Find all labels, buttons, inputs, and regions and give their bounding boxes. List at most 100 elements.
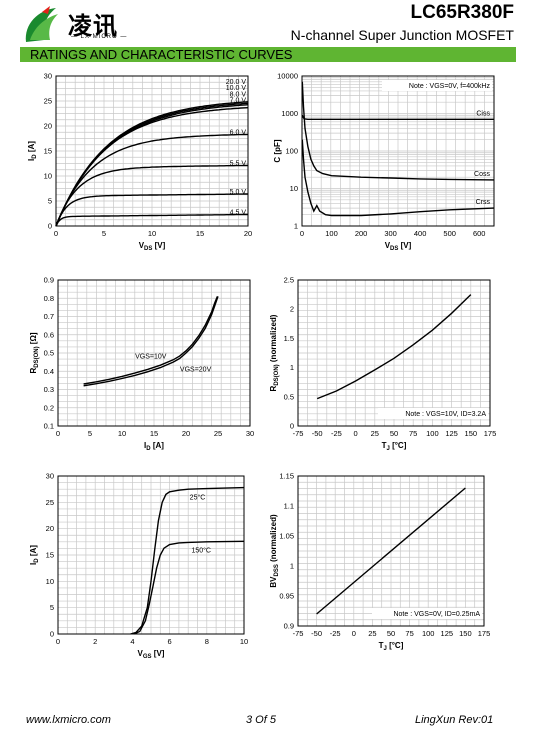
y-tick-label: 2 xyxy=(290,305,294,314)
series-line xyxy=(301,139,495,217)
x-tick-label: 125 xyxy=(441,629,454,638)
x-axis-label: VDS [V] xyxy=(139,241,166,252)
logo-subtext: — LX MICRO — xyxy=(71,34,128,40)
series-label: 6.0 V xyxy=(230,129,247,136)
x-tick-label: 50 xyxy=(387,629,395,638)
lx-logo-icon xyxy=(25,6,58,42)
plot-frame xyxy=(297,279,491,427)
series-line xyxy=(130,486,245,635)
y-tick-label: 20 xyxy=(46,524,54,533)
series-line xyxy=(83,296,219,385)
y-tick-label: 0.4 xyxy=(44,367,54,376)
x-tick-label: 15 xyxy=(196,229,204,238)
x-tick-label: 0 xyxy=(56,429,60,438)
x-tick-label: 175 xyxy=(478,629,491,638)
plot-grid xyxy=(58,280,250,426)
series-line xyxy=(134,540,245,635)
chart-note: Note : VGS=0V, ID=0.25mA xyxy=(393,611,480,618)
plot-grid xyxy=(58,476,244,634)
x-tick-label: 0 xyxy=(56,637,60,646)
chart-rdson-vs-temperature: -75 -50 -25 0 25 50 75 100 125 150 175 0 0.5 1 1.5 2 2.5… xyxy=(262,270,502,460)
x-tick-label: 2 xyxy=(93,637,97,646)
y-tick-label: 1 xyxy=(290,562,294,571)
section-title: RATINGS AND CHARACTERISTIC CURVES xyxy=(30,47,293,62)
x-axis-label: TJ [°C] xyxy=(379,641,404,652)
y-axis-label: RDS(ON) [Ω] xyxy=(29,332,40,373)
series-line xyxy=(83,296,219,387)
note-background xyxy=(372,608,482,619)
y-tick-label: 25 xyxy=(44,97,52,106)
x-tick-label: 300 xyxy=(384,229,397,238)
x-tick-label: 30 xyxy=(246,429,254,438)
series-label: 20.0 V xyxy=(226,79,247,86)
plot-frame xyxy=(301,75,495,227)
y-tick-label: 1.05 xyxy=(279,532,294,541)
plot-grid xyxy=(298,476,484,626)
series-label: VGS=20V xyxy=(180,366,212,373)
y-tick-label: 0.2 xyxy=(44,403,54,412)
plot-grid xyxy=(56,76,248,226)
x-tick-label: 8 xyxy=(205,637,209,646)
x-axis-label: TJ [°C] xyxy=(382,441,407,452)
chart-note: Note : VGS=10V, ID=3.2A xyxy=(405,411,486,418)
x-tick-label: 4 xyxy=(130,637,134,646)
x-tick-label: 10 xyxy=(118,429,126,438)
y-tick-label: 25 xyxy=(46,498,54,507)
plot-frame xyxy=(55,75,249,227)
x-tick-label: 25 xyxy=(368,629,376,638)
x-tick-label: 500 xyxy=(443,229,456,238)
x-tick-label: 0 xyxy=(54,229,58,238)
chart-bvdss-vs-temperature: -75 -50 -25 0 25 50 75 100 125 150 175 0.9 0.95 1 1.05… xyxy=(262,468,502,668)
y-axis-label: BVDSS (normalized) xyxy=(269,514,280,588)
series-label: Coss xyxy=(474,171,490,178)
x-tick-label: 15 xyxy=(150,429,158,438)
y-axis-label: ID [A] xyxy=(27,141,38,161)
plot-frame xyxy=(57,475,245,635)
y-tick-label: 0.9 xyxy=(44,276,54,285)
x-tick-label: 25 xyxy=(371,429,379,438)
series-line xyxy=(301,81,495,181)
x-tick-label: 25 xyxy=(214,429,222,438)
x-tick-label: 5 xyxy=(88,429,92,438)
x-tick-label: 100 xyxy=(426,429,439,438)
y-tick-label: 10 xyxy=(290,184,298,193)
x-tick-label: 175 xyxy=(484,429,497,438)
y-tick-label: 0.9 xyxy=(284,622,294,631)
x-tick-label: 100 xyxy=(325,229,338,238)
y-tick-label: 0.5 xyxy=(284,392,294,401)
y-tick-label: 0.8 xyxy=(44,294,54,303)
x-tick-label: 75 xyxy=(405,629,413,638)
y-tick-label: 10 xyxy=(46,577,54,586)
x-tick-label: 50 xyxy=(390,429,398,438)
series-label: 7.0 V xyxy=(230,98,247,105)
y-tick-label: 1 xyxy=(294,222,298,231)
footer-website: www.lxmicro.com xyxy=(26,714,111,726)
x-axis-label: VDS [V] xyxy=(385,241,412,252)
y-tick-label: 0.95 xyxy=(279,592,294,601)
x-tick-label: 125 xyxy=(445,429,458,438)
series-label: 5.5 V xyxy=(230,161,247,168)
y-axis-label: ID [A] xyxy=(29,545,40,565)
x-axis-label: ID [A] xyxy=(144,441,164,452)
y-tick-label: 100 xyxy=(285,147,298,156)
x-tick-label: 200 xyxy=(355,229,368,238)
y-tick-label: 1.5 xyxy=(284,334,294,343)
series-line xyxy=(55,193,248,227)
series-label: Crss xyxy=(476,199,491,206)
x-tick-label: 150 xyxy=(459,629,472,638)
x-tick-label: -75 xyxy=(293,429,304,438)
y-tick-label: 15 xyxy=(46,551,54,560)
x-tick-label: 5 xyxy=(102,229,106,238)
chart-rdson-vs-id: 0 5 10 15 20 25 30 0.1 0.2 0.3 0.4 0.5 0.6 0.7 0.8 0.9 I… xyxy=(22,270,262,460)
y-tick-label: 0 xyxy=(50,630,54,639)
y-tick-label: 1.15 xyxy=(279,472,294,481)
company-logo xyxy=(20,4,120,46)
chart-transfer-characteristics: 0 2 4 6 8 10 0 5 10 15 20 25 30 VGS [V] ID [A] 25°C 150°… xyxy=(22,468,262,668)
y-tick-label: 0.3 xyxy=(44,385,54,394)
y-tick-label: 1.1 xyxy=(284,502,294,511)
y-tick-label: 1 xyxy=(290,363,294,372)
y-axis-label: RDS(ON) (normalized) xyxy=(269,314,280,391)
series-line xyxy=(316,487,466,615)
series-line xyxy=(316,294,472,400)
plot-frame xyxy=(57,279,251,427)
